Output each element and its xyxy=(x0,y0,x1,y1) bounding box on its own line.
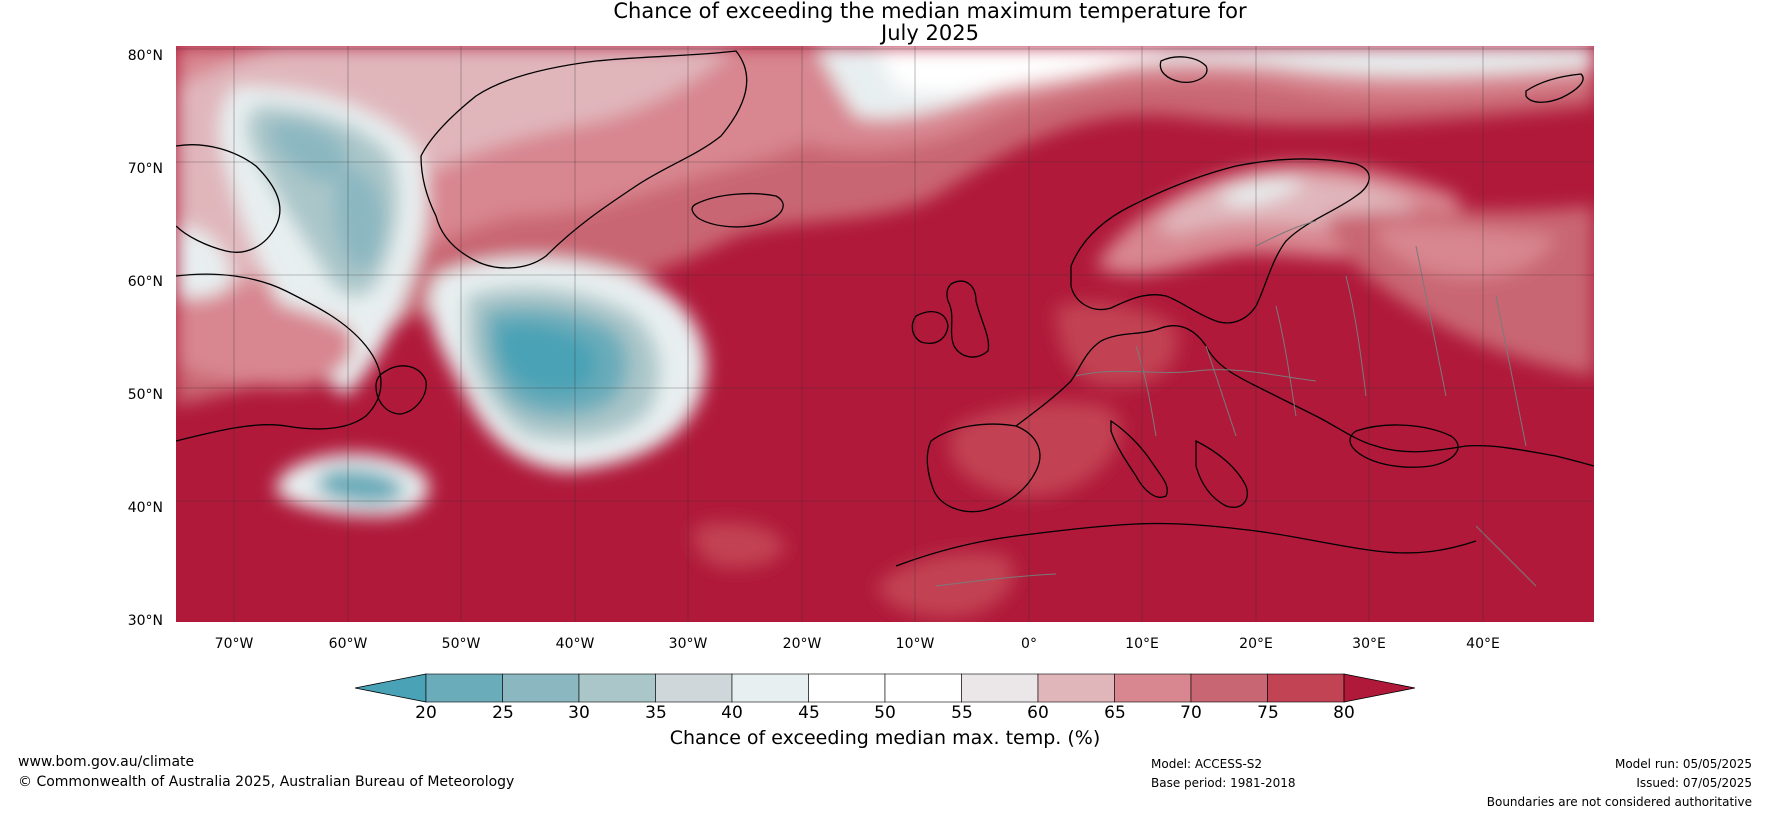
lon-label-0: 0° xyxy=(1021,636,1037,652)
colorbar-cell xyxy=(731,673,809,703)
political-borders xyxy=(935,220,1537,587)
colorbar-cell xyxy=(578,673,656,703)
lon-label-70w: 70°W xyxy=(214,636,254,652)
colorbar-tick-50: 50 xyxy=(874,703,896,723)
map-title-line-2: July 2025 xyxy=(881,21,979,45)
footer-disclaimer: Boundaries are not considered authoritat… xyxy=(1486,795,1752,809)
colorbar-cell xyxy=(884,673,962,703)
lon-label-40e: 40°E xyxy=(1466,636,1500,652)
footer-model-run: Model run: 05/05/2025 xyxy=(1614,757,1752,771)
colorbar-cell xyxy=(1267,673,1345,703)
graticule xyxy=(176,46,1594,622)
colorbar-tick-55: 55 xyxy=(951,703,973,723)
colorbar-tick-70: 70 xyxy=(1180,703,1202,723)
colorbar-cell xyxy=(1037,673,1115,703)
lon-label-20w: 20°W xyxy=(782,636,822,652)
lon-label-20e: 20°E xyxy=(1239,636,1273,652)
lon-label-50w: 50°W xyxy=(441,636,481,652)
lon-label-60w: 60°W xyxy=(328,636,368,652)
lat-label-50n: 50°N xyxy=(127,387,163,403)
colorbar-tick-60: 60 xyxy=(1027,703,1049,723)
lat-label-40n: 40°N xyxy=(127,500,163,516)
colorbar-tick-80: 80 xyxy=(1333,703,1355,723)
colorbar-under-arrow xyxy=(355,673,427,703)
lon-label-10e: 10°E xyxy=(1125,636,1159,652)
colorbar-tick-20: 20 xyxy=(415,703,437,723)
colorbar xyxy=(355,673,1416,703)
lon-label-30w: 30°W xyxy=(668,636,708,652)
lon-label-30e: 30°E xyxy=(1352,636,1386,652)
colorbar-cell xyxy=(1190,673,1268,703)
colorbar-tick-45: 45 xyxy=(798,703,820,723)
colorbar-tick-35: 35 xyxy=(645,703,667,723)
colorbar-cell xyxy=(655,673,733,703)
footer-issued: Issued: 07/05/2025 xyxy=(1636,776,1752,790)
lat-label-60n: 60°N xyxy=(127,274,163,290)
lat-label-70n: 70°N xyxy=(127,161,163,177)
colorbar-tick-30: 30 xyxy=(568,703,590,723)
probability-map xyxy=(176,46,1594,622)
footer-copyright: © Commonwealth of Australia 2025, Austra… xyxy=(18,774,515,790)
colorbar-cell xyxy=(1114,673,1192,703)
probability-shading xyxy=(176,46,1594,618)
colorbar-title: Chance of exceeding median max. temp. (%… xyxy=(669,727,1101,749)
colorbar-tick-65: 65 xyxy=(1104,703,1126,723)
colorbar-cell xyxy=(502,673,580,703)
colorbar-tick-25: 25 xyxy=(492,703,514,723)
footer-base-period: Base period: 1981-2018 xyxy=(1151,776,1296,790)
lon-label-10w: 10°W xyxy=(895,636,935,652)
footer-model: Model: ACCESS-S2 xyxy=(1151,757,1263,771)
colorbar-cells xyxy=(355,673,1416,703)
colorbar-cell xyxy=(425,673,503,703)
colorbar-over-arrow xyxy=(1343,673,1416,703)
coastlines xyxy=(176,50,1594,567)
lat-label-80n: 80°N xyxy=(127,48,163,64)
map-title-line-1: Chance of exceeding the median maximum t… xyxy=(613,0,1247,23)
colorbar-cell xyxy=(808,673,886,703)
colorbar-cell xyxy=(961,673,1039,703)
map-canvas xyxy=(176,46,1594,622)
colorbar-tick-40: 40 xyxy=(721,703,743,723)
lon-label-40w: 40°W xyxy=(555,636,595,652)
colorbar-tick-75: 75 xyxy=(1257,703,1279,723)
lat-label-30n: 30°N xyxy=(127,613,163,629)
footer-url: www.bom.gov.au/climate xyxy=(18,754,195,770)
